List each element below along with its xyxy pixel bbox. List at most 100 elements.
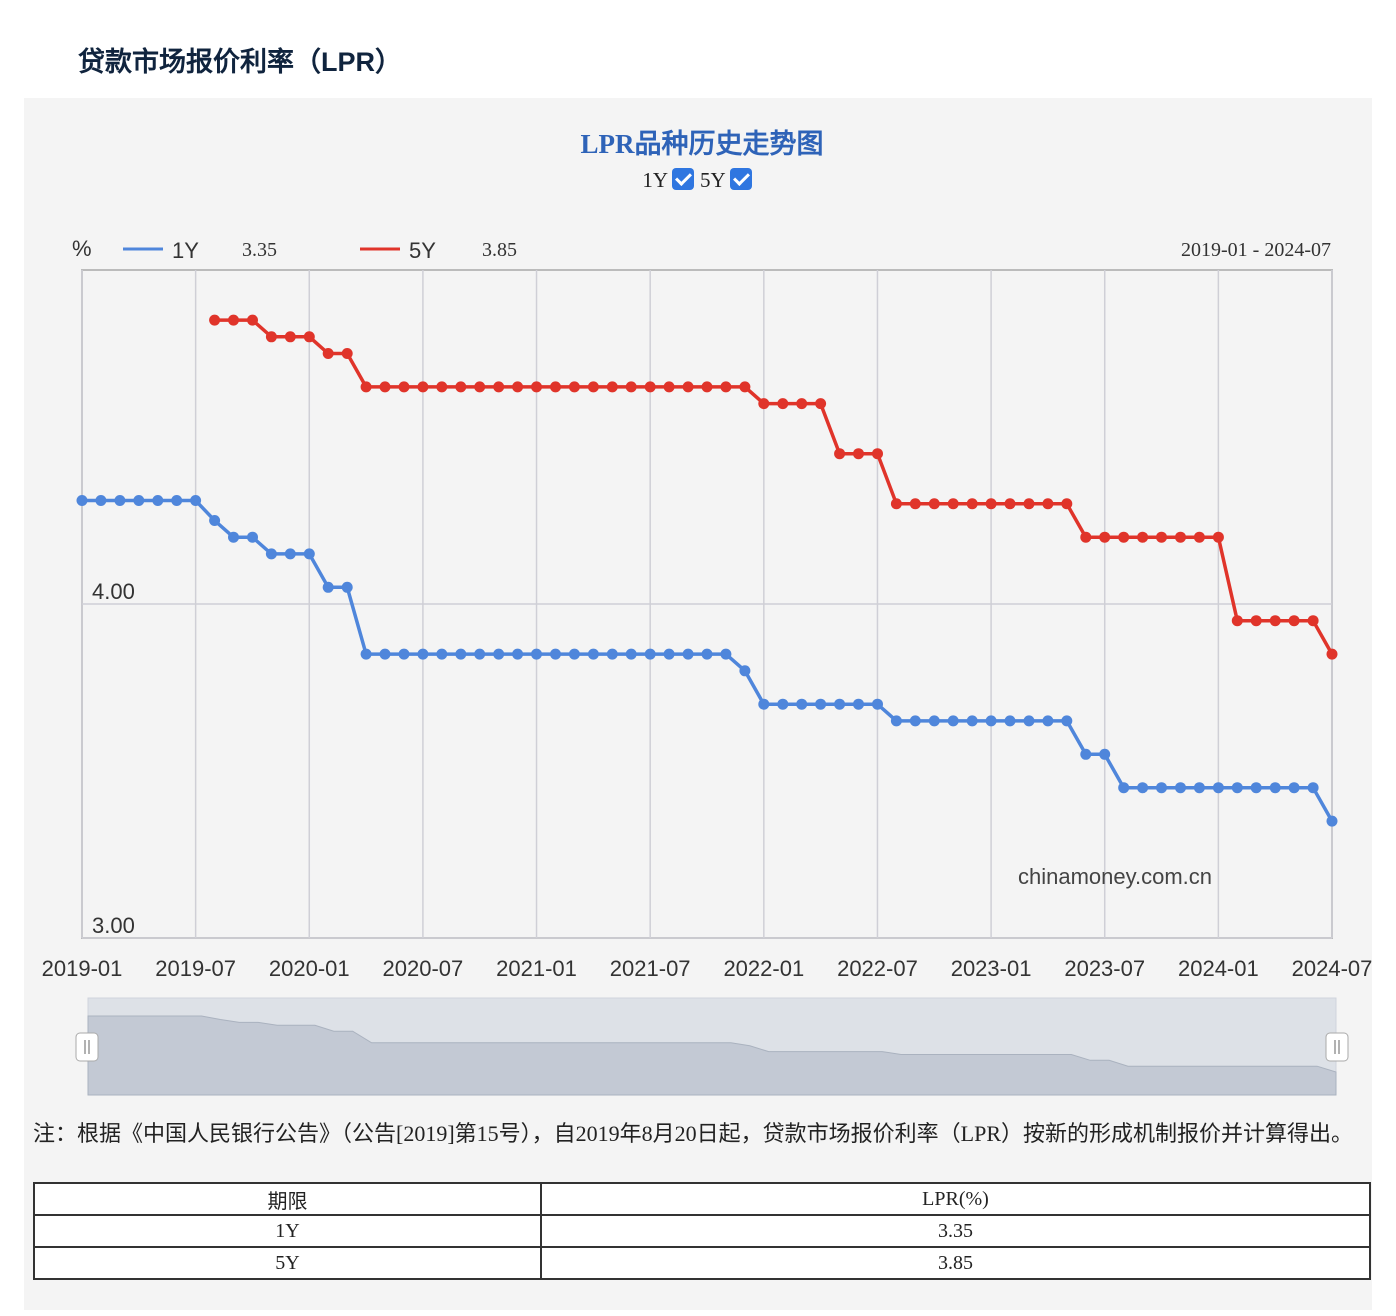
data-point[interactable] [398,648,410,660]
data-point[interactable] [1212,531,1224,543]
data-point[interactable] [1326,648,1338,660]
data-point[interactable] [853,448,864,460]
zoom-handle-left[interactable] [75,1032,99,1062]
data-point[interactable] [209,314,221,326]
data-point[interactable] [890,498,902,510]
data-point[interactable] [909,715,921,727]
data-point[interactable] [758,398,770,410]
data-point[interactable] [739,665,751,677]
data-point[interactable] [720,381,732,393]
data-point[interactable] [1193,782,1205,794]
data-point[interactable] [417,648,429,660]
data-point[interactable] [1080,531,1092,543]
data-point[interactable] [928,498,940,510]
data-point[interactable] [303,548,315,560]
data-point[interactable] [1137,531,1149,543]
data-point[interactable] [1099,531,1111,543]
data-point[interactable] [890,715,902,727]
data-point[interactable] [512,381,524,393]
data-point[interactable] [265,331,277,343]
data-point[interactable] [909,498,921,510]
data-point[interactable] [209,515,221,526]
data-point[interactable] [550,648,561,660]
data-point[interactable] [550,381,561,393]
data-point[interactable] [133,495,145,506]
data-point[interactable] [834,698,846,710]
data-point[interactable] [436,648,448,660]
data-point[interactable] [815,698,827,710]
data-point[interactable] [322,348,334,359]
data-point[interactable] [228,531,239,543]
data-point[interactable] [493,381,505,393]
data-point[interactable] [796,698,808,710]
legend[interactable]: 1Y 3.35 5Y 3.85 [123,238,517,263]
data-point[interactable] [190,495,202,506]
data-point[interactable] [1326,815,1338,827]
data-point[interactable] [644,648,656,660]
data-point[interactable] [1231,615,1243,627]
data-point[interactable] [739,381,751,393]
data-point[interactable] [796,398,808,410]
data-point[interactable] [625,648,637,660]
data-point[interactable] [379,648,391,660]
data-point[interactable] [531,381,542,393]
series-5y[interactable] [209,314,1338,660]
data-point[interactable] [1137,782,1149,794]
data-point[interactable] [284,331,296,343]
data-point[interactable] [1099,748,1111,760]
data-point[interactable] [587,648,599,660]
data-point[interactable] [114,495,126,506]
data-point[interactable] [1080,748,1092,760]
data-point[interactable] [663,648,675,660]
data-point[interactable] [1061,498,1073,510]
data-point[interactable] [966,498,978,510]
data-point[interactable] [265,548,277,560]
data-point[interactable] [682,381,694,393]
data-point[interactable] [1288,782,1300,794]
data-point[interactable] [872,698,883,710]
data-point[interactable] [682,648,694,660]
data-point[interactable] [341,348,353,359]
data-point[interactable] [663,381,675,393]
data-point[interactable] [1118,782,1130,794]
zoom-handle-right[interactable] [1325,1032,1349,1062]
data-point[interactable] [1156,531,1167,543]
data-point[interactable] [474,648,486,660]
data-point[interactable] [815,398,827,410]
data-point[interactable] [493,648,505,660]
data-point[interactable] [966,715,978,727]
series-1y[interactable] [76,495,1338,827]
data-point[interactable] [303,331,315,343]
data-point[interactable] [455,648,467,660]
data-point[interactable] [455,381,467,393]
data-point[interactable] [720,648,732,660]
data-point[interactable] [1231,782,1243,794]
data-point[interactable] [474,381,486,393]
data-point[interactable] [1118,531,1130,543]
series-layer[interactable] [76,314,1338,827]
data-point[interactable] [1042,498,1054,510]
data-point[interactable] [644,381,656,393]
data-point[interactable] [606,648,618,660]
data-point[interactable] [872,448,883,460]
data-point[interactable] [947,498,959,510]
data-point[interactable] [1004,498,1016,510]
data-point[interactable] [606,381,618,393]
data-point[interactable] [701,648,713,660]
data-point[interactable] [1307,615,1319,627]
data-point[interactable] [568,381,580,393]
data-point[interactable] [758,698,770,710]
data-point[interactable] [247,531,258,543]
data-point[interactable] [76,495,88,506]
data-point[interactable] [853,698,864,710]
data-point[interactable] [360,648,372,660]
data-point[interactable] [360,381,372,393]
data-point[interactable] [417,381,429,393]
data-point[interactable] [341,581,353,593]
toggle-5y-checkbox[interactable] [729,168,752,190]
data-point[interactable] [512,648,524,660]
data-zoom-slider[interactable] [75,997,1349,1096]
data-point[interactable] [834,448,846,460]
legend-5y-name[interactable]: 5Y [409,238,436,263]
data-point[interactable] [1307,782,1319,794]
